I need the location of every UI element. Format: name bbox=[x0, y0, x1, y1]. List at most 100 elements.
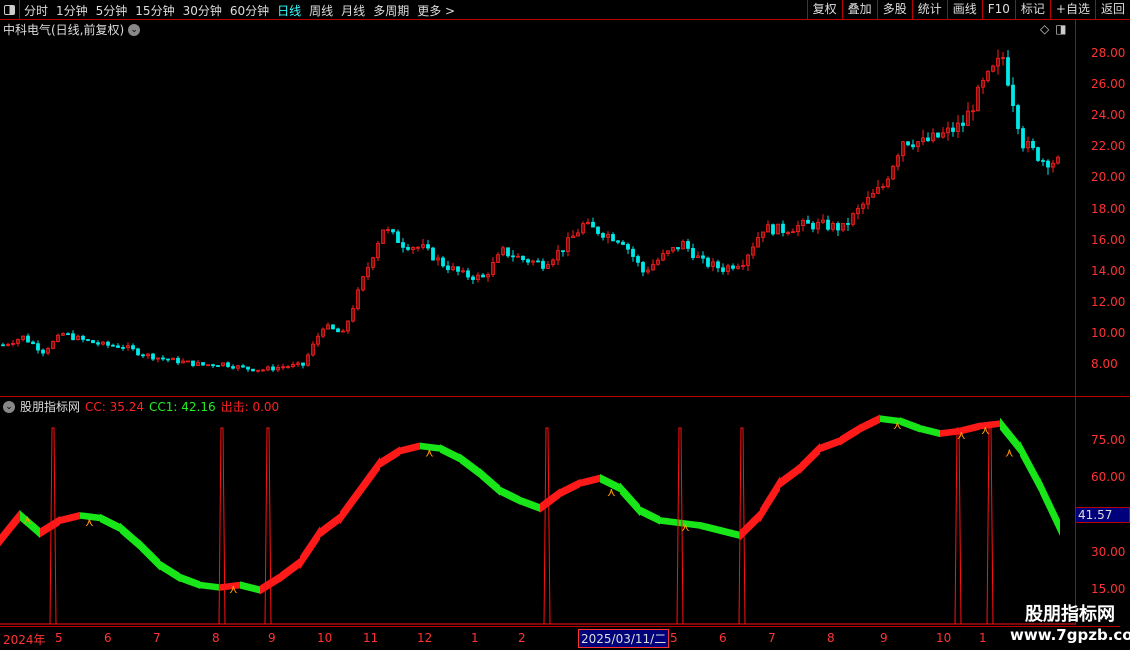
candle bbox=[371, 257, 375, 268]
indicator-band bbox=[168, 565, 172, 578]
period-tab[interactable]: 1分钟 bbox=[56, 3, 88, 18]
action-button[interactable]: F10 bbox=[981, 0, 1015, 20]
action-button[interactable]: 叠加 bbox=[841, 0, 877, 20]
candle bbox=[956, 122, 960, 132]
candle bbox=[1001, 57, 1005, 60]
candle bbox=[301, 362, 305, 366]
candle bbox=[86, 339, 90, 341]
indicator-band bbox=[832, 438, 836, 448]
price-tick: 18.00 bbox=[1091, 201, 1126, 216]
indicator-band bbox=[1052, 502, 1056, 528]
indicator-band bbox=[356, 484, 360, 503]
indicator-band bbox=[24, 513, 28, 528]
candle bbox=[206, 364, 210, 367]
candle bbox=[791, 231, 795, 234]
candle bbox=[571, 235, 575, 239]
candle bbox=[821, 219, 825, 223]
candle bbox=[546, 264, 550, 269]
candle bbox=[1051, 162, 1055, 168]
action-button[interactable]: 画线 bbox=[946, 0, 982, 20]
pane-divider[interactable] bbox=[0, 396, 1130, 397]
chevron-down-icon[interactable]: ⌄ bbox=[128, 23, 141, 36]
candle bbox=[831, 223, 835, 230]
candle bbox=[851, 213, 855, 225]
indicator-band bbox=[304, 544, 308, 564]
indicator-band bbox=[72, 512, 76, 522]
candle bbox=[436, 257, 440, 261]
action-button[interactable]: 标记 bbox=[1014, 0, 1050, 20]
candle bbox=[691, 248, 695, 259]
candle bbox=[176, 357, 180, 364]
buy-marker-icon: ⋏ bbox=[957, 428, 966, 442]
indicator-band bbox=[744, 522, 748, 537]
candle bbox=[266, 366, 270, 371]
indicator-band bbox=[948, 428, 952, 436]
diamond-icon[interactable]: ◇ bbox=[1040, 22, 1050, 36]
period-tab[interactable]: 月线 bbox=[341, 3, 366, 18]
candle bbox=[931, 132, 935, 142]
candle bbox=[741, 264, 745, 267]
indicator-band bbox=[660, 517, 664, 525]
candle bbox=[26, 335, 30, 343]
candle bbox=[216, 365, 220, 367]
candle bbox=[846, 223, 850, 225]
candle bbox=[281, 366, 285, 369]
period-tab[interactable]: 日线 bbox=[277, 3, 302, 18]
candle bbox=[441, 257, 445, 267]
indicator-band bbox=[584, 477, 588, 486]
layout-toggle-icon[interactable] bbox=[0, 0, 20, 20]
candle bbox=[56, 334, 60, 342]
candle bbox=[251, 368, 255, 372]
period-tab[interactable]: 分时 bbox=[24, 3, 49, 18]
candle bbox=[331, 324, 335, 330]
period-tab[interactable]: 30分钟 bbox=[182, 3, 222, 18]
cc1-value: CC1: 42.16 bbox=[148, 399, 216, 414]
period-tab[interactable]: 15分钟 bbox=[135, 3, 175, 18]
period-tab[interactable]: 多周期 bbox=[373, 3, 410, 18]
action-button[interactable]: 统计 bbox=[911, 0, 947, 20]
candle bbox=[521, 255, 525, 261]
candle bbox=[211, 364, 215, 367]
period-tab[interactable]: 周线 bbox=[309, 3, 334, 18]
candle bbox=[201, 362, 205, 366]
indicator-band bbox=[236, 581, 240, 589]
candle bbox=[101, 341, 105, 345]
signal-spike bbox=[676, 427, 684, 625]
indicator-band bbox=[596, 474, 600, 483]
indicator-band bbox=[400, 446, 404, 455]
indicator-band bbox=[856, 424, 860, 436]
indicator-band bbox=[440, 444, 444, 455]
candle bbox=[196, 362, 200, 366]
action-button[interactable]: +自选 bbox=[1049, 0, 1095, 20]
candle bbox=[466, 270, 470, 278]
period-tab[interactable]: 5分钟 bbox=[95, 3, 128, 18]
candle bbox=[181, 360, 185, 364]
chart-canvas[interactable]: ⋏ ⋏ ⋏ ⋏ ⋏ ⋏ ⋏ ⋏ ⋏ ⋏ bbox=[0, 0, 1075, 626]
action-button[interactable]: 复权 bbox=[806, 0, 842, 20]
indicator-band bbox=[172, 568, 176, 580]
indicator-band bbox=[452, 450, 456, 461]
date-label: 2 bbox=[518, 631, 526, 645]
action-button[interactable]: 多股 bbox=[876, 0, 912, 20]
period-tab[interactable]: 更多 > bbox=[417, 3, 456, 18]
candle bbox=[106, 341, 110, 346]
action-button[interactable]: 返回 bbox=[1094, 0, 1130, 20]
candle bbox=[871, 192, 875, 198]
candle bbox=[186, 360, 190, 363]
indicator-band bbox=[116, 521, 120, 533]
indicator-band bbox=[140, 539, 144, 555]
chevron-down-icon[interactable]: ⌄ bbox=[3, 400, 15, 413]
period-tab[interactable]: 60分钟 bbox=[229, 3, 270, 18]
candle bbox=[481, 274, 485, 278]
buy-marker-icon: ⋏ bbox=[893, 418, 902, 432]
candle bbox=[1046, 160, 1050, 168]
indicator-band bbox=[388, 451, 392, 463]
date-label: 10 bbox=[936, 631, 952, 645]
panel-toggle-icon[interactable]: ◨ bbox=[1055, 22, 1067, 36]
indicator-band bbox=[708, 523, 712, 533]
indicator-band bbox=[828, 440, 832, 450]
candle bbox=[486, 274, 490, 278]
indicator-band bbox=[128, 529, 132, 544]
indicator-band bbox=[800, 458, 804, 474]
indicator-band bbox=[872, 416, 876, 427]
